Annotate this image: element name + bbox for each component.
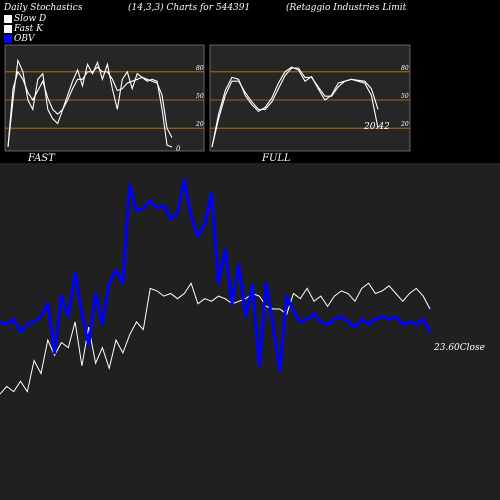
legend-slow-d: Slow D (4, 14, 46, 24)
stoch-panel-1-bg (209, 44, 411, 152)
main-price-line (0, 282, 431, 395)
legend-fast-k: Fast K (4, 24, 43, 34)
stoch-panel-0-last-value: 0 (176, 145, 181, 153)
legend-fast-k-swatch (4, 25, 12, 33)
main-panel-bg (0, 163, 500, 500)
stoch-panel-0-ytick-20: 20 (195, 121, 204, 128)
main-last-close-label: 23.60Close (433, 343, 485, 353)
stoch-panel-0-bg (4, 44, 205, 152)
legend-slow-d-swatch (4, 15, 12, 23)
legend-obv-label: OBV (14, 34, 35, 44)
panel-fast-caption: FAST (28, 153, 55, 164)
stoch-panel-1-line-1 (211, 67, 379, 148)
header-params: (14,3,3) Charts for 544391 (128, 3, 251, 13)
main-obv-line (0, 178, 432, 373)
legend-fast-k-label: Fast K (14, 24, 43, 34)
stoch-panel-1-ytick-50: 50 (401, 93, 409, 100)
header-title: Daily Stochastics (4, 3, 83, 13)
stoch-panel-1-ytick-20: 20 (400, 121, 409, 128)
header-company: (Retaggio Industries Limit (286, 3, 407, 13)
legend-obv-swatch (4, 35, 12, 43)
stoch-panel-1-last-value: 20.42 (363, 122, 390, 132)
legend-slow-d-label: Slow D (14, 14, 47, 24)
stoch-panel-1-ytick-80: 80 (401, 65, 409, 72)
stoch-panel-0-ytick-80: 80 (196, 65, 204, 72)
stoch-panel-0-ytick-50: 50 (196, 93, 204, 100)
legend-obv: OBV (4, 34, 35, 44)
panel-full-caption: FULL (262, 153, 291, 164)
stoch-panel-0-line-1 (7, 66, 173, 148)
